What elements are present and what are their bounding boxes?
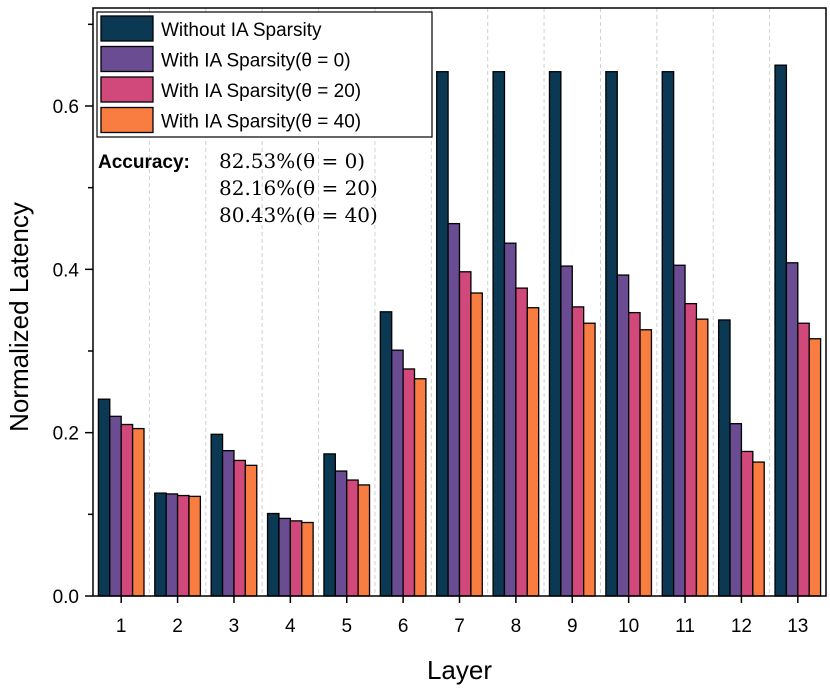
bar (458, 271, 472, 597)
accuracy-annotation: Accuracy: 82.53%(θ = 0) 82.16%(θ = 20) 8… (98, 149, 378, 227)
bar (515, 287, 528, 597)
bar (695, 318, 709, 597)
bar (391, 349, 404, 597)
bar (165, 493, 179, 597)
accuracy-value: 82.53%(θ = 0) (219, 149, 365, 173)
bar (560, 265, 573, 597)
bar (548, 71, 562, 597)
bar (492, 71, 506, 597)
bar (357, 484, 371, 597)
bar (797, 322, 810, 597)
x-axis-title: Layer (427, 655, 492, 685)
bar (628, 311, 641, 597)
x-tick-label: 12 (731, 616, 752, 637)
x-tick-label: 9 (567, 616, 578, 637)
bar (413, 378, 427, 597)
bar (808, 338, 822, 597)
legend-label: Without IA Sparsity (161, 20, 322, 41)
bar (402, 368, 416, 597)
bar (583, 322, 596, 597)
bar (774, 64, 788, 597)
legend-swatch (100, 15, 154, 42)
y-tick-label: 0.0 (53, 587, 79, 608)
y-tick-label: 0.4 (53, 260, 80, 281)
y-axis-ticks: 0.0 0.2 0.4 0.6 (53, 23, 93, 608)
bar (729, 423, 743, 597)
bar (210, 433, 224, 597)
x-tick-label: 11 (675, 616, 695, 637)
bar (334, 470, 348, 597)
legend-swatch (100, 106, 154, 134)
bar (109, 415, 122, 597)
legend-label: With IA Sparsity(θ = 40) (161, 112, 361, 133)
x-tick-label: 1 (116, 616, 127, 637)
x-tick-label: 8 (511, 616, 522, 637)
bar (672, 264, 686, 597)
bar (684, 302, 698, 597)
x-tick-label: 7 (454, 616, 465, 637)
accuracy-value: 80.43%(θ = 40) (219, 203, 378, 227)
bar (154, 492, 167, 597)
bar (221, 449, 235, 597)
bar (616, 274, 630, 597)
x-tick-label: 6 (398, 616, 409, 637)
x-tick-label: 4 (285, 616, 296, 637)
x-tick-label: 10 (618, 616, 639, 637)
bar (346, 479, 359, 597)
bar (289, 520, 303, 597)
legend-swatch (100, 76, 154, 103)
bar (278, 517, 291, 597)
x-tick-label: 3 (229, 616, 240, 637)
accuracy-label: Accuracy: (98, 152, 190, 173)
bar (436, 71, 449, 597)
bar (639, 329, 653, 597)
x-axis-ticks: 1 2 3 4 5 6 7 8 9 10 11 12 13 (116, 596, 808, 637)
bar (785, 262, 799, 597)
x-tick-label: 13 (787, 616, 808, 637)
bar (752, 461, 765, 597)
bar (717, 319, 731, 597)
y-axis-title: Normalized Latency (4, 202, 34, 432)
bar (571, 306, 585, 597)
bar (176, 494, 190, 597)
accuracy-value: 82.16%(θ = 20) (219, 176, 378, 200)
bar (244, 464, 258, 597)
bar (526, 307, 540, 597)
bar (661, 71, 675, 597)
bar (323, 453, 336, 597)
x-tick-label: 2 (172, 616, 183, 637)
bar (131, 427, 145, 597)
legend-label: With IA Sparsity(θ = 20) (161, 81, 361, 102)
bar (97, 398, 111, 597)
bar (188, 495, 202, 597)
bar (266, 512, 280, 597)
x-tick-label: 5 (341, 616, 352, 637)
bar (470, 292, 483, 597)
bar (301, 521, 314, 597)
bar (120, 423, 134, 597)
legend-label: With IA Sparsity(θ = 0) (161, 51, 351, 72)
y-tick-label: 0.2 (53, 424, 79, 445)
legend-swatch (100, 45, 154, 73)
bar (447, 222, 461, 597)
bar (605, 71, 618, 597)
bar (503, 242, 517, 597)
bars (97, 64, 822, 597)
y-tick-label: 0.6 (53, 97, 79, 118)
bar (379, 311, 393, 597)
bar (740, 450, 754, 597)
legend: Without IA Sparsity With IA Sparsity(θ = … (96, 11, 433, 138)
bar (233, 459, 247, 597)
